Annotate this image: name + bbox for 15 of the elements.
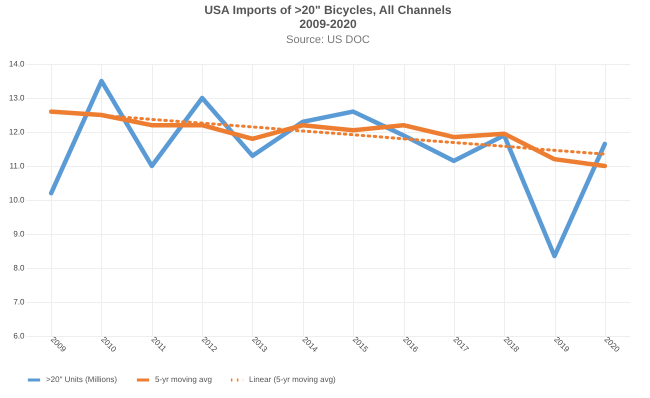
legend-label: 5-yr moving avg <box>155 375 212 384</box>
y-tick-label: 7.0 <box>13 298 26 306</box>
line-series <box>48 78 608 258</box>
y-tick-label: 12.0 <box>8 128 26 136</box>
legend-label: >20" Units (Millions) <box>46 375 118 384</box>
y-tick-label: 13.0 <box>8 94 26 102</box>
y-tick-label: 9.0 <box>13 230 26 238</box>
y-tick-label: 11.0 <box>10 162 26 170</box>
y-tick-label: 14.0 <box>8 60 26 68</box>
y-tick-label: 10.0 <box>8 196 26 204</box>
legend-label: Linear (5-yr moving avg) <box>249 375 336 384</box>
y-tick-label: 8.0 <box>13 264 26 272</box>
chart-title: USA Imports of >20" Bicycles, All Channels 2009-2020 <box>204 3 452 31</box>
y-tick-label: 6.0 <box>13 332 26 340</box>
chart-subtitle: Source: US DOC <box>286 34 370 46</box>
